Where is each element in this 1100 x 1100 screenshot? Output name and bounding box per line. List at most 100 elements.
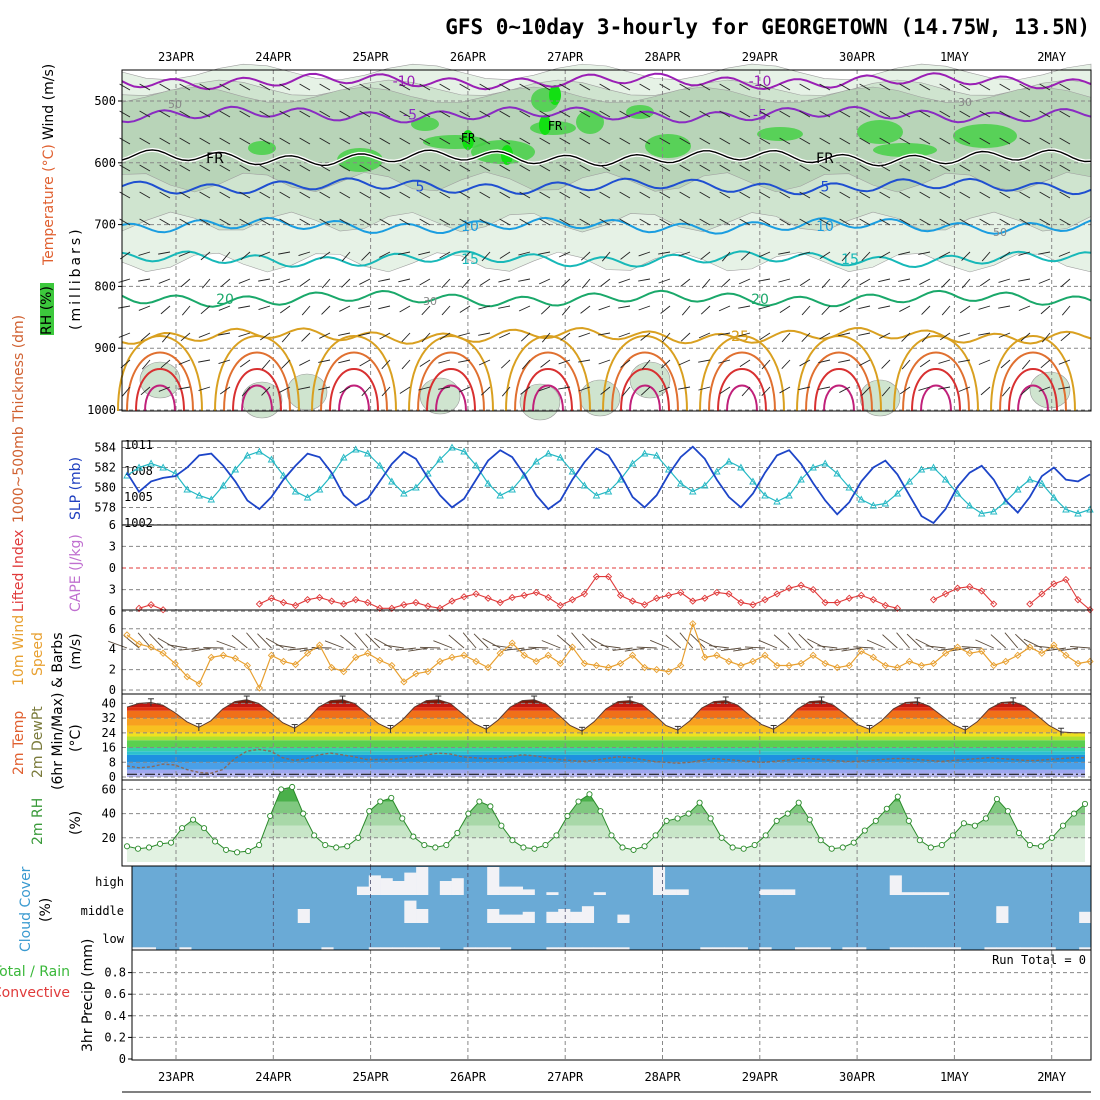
wind-barb bbox=[1019, 83, 1031, 91]
cloud-bar-low bbox=[463, 947, 476, 950]
cloud-bar-low bbox=[487, 947, 500, 950]
wind-barb bbox=[578, 386, 591, 392]
thickness-point bbox=[689, 487, 697, 495]
wind-barb bbox=[639, 218, 651, 226]
wind-barb bbox=[581, 633, 597, 649]
minmax-axis-label: (6hr Min/Max) bbox=[50, 693, 66, 790]
rh-band bbox=[127, 825, 1085, 838]
wind-barb bbox=[978, 305, 991, 310]
wind-barb bbox=[520, 332, 531, 342]
wind-barb bbox=[558, 359, 571, 365]
wind-barb bbox=[659, 83, 671, 91]
wind-barb bbox=[959, 218, 971, 226]
wind-barb bbox=[679, 83, 691, 91]
thickness-point bbox=[701, 481, 709, 489]
slp-tick-label: 1005 bbox=[124, 490, 153, 504]
thickness-point bbox=[749, 477, 757, 485]
wind-barb bbox=[559, 137, 571, 145]
rh-band bbox=[127, 837, 1085, 862]
date-label-bottom: 25APR bbox=[353, 1070, 390, 1084]
cloud-bar-middle bbox=[416, 909, 429, 923]
date-label-top: 24APR bbox=[255, 50, 292, 64]
wind-barb bbox=[899, 386, 911, 395]
wind-barb bbox=[261, 386, 271, 396]
wind-barb bbox=[619, 110, 631, 118]
wind-barb bbox=[199, 83, 211, 91]
upper-panel-labels: RH (%) Temperature (°C) Wind (m/s) (mill… bbox=[39, 64, 84, 335]
wind-speed-point bbox=[484, 663, 492, 672]
wind-barb bbox=[259, 218, 271, 226]
rh-point bbox=[366, 808, 373, 815]
wind-barb bbox=[374, 637, 393, 649]
wind-barb bbox=[819, 191, 831, 199]
wind-barb bbox=[690, 633, 706, 649]
cloud-cover-panel: high middle low bbox=[81, 865, 1092, 951]
warm-layer-contour bbox=[629, 384, 661, 412]
thickness-point bbox=[833, 469, 841, 477]
wind-barb bbox=[998, 305, 1011, 309]
rh-point bbox=[872, 817, 879, 824]
date-label-bottom: 29APR bbox=[742, 1070, 779, 1084]
wind-speed-point bbox=[472, 657, 480, 666]
wind-barb bbox=[819, 164, 831, 172]
wind-barb bbox=[219, 164, 231, 172]
rh-point bbox=[289, 783, 296, 791]
wind-barb bbox=[379, 332, 391, 340]
cloud-background bbox=[132, 866, 1091, 950]
rh2m-panel-labels: 2m RH (%) bbox=[30, 798, 84, 845]
rh-point bbox=[608, 832, 615, 839]
wind-barb bbox=[858, 305, 871, 310]
wind-barb bbox=[238, 332, 251, 337]
rh-high-patch bbox=[576, 110, 604, 134]
wind-barb bbox=[918, 386, 931, 391]
warm-layer-contour bbox=[144, 384, 176, 412]
wind-barb bbox=[798, 386, 811, 391]
thickness-point bbox=[809, 463, 817, 471]
date-label-top: 29APR bbox=[742, 50, 779, 64]
li-tick-label: 0 bbox=[109, 561, 116, 575]
wind-barb bbox=[399, 218, 411, 226]
wind-barb bbox=[700, 305, 711, 315]
wind-barb bbox=[141, 359, 151, 370]
wind-barb bbox=[1038, 278, 1051, 284]
cloud-bar-high bbox=[416, 867, 429, 895]
wind-barb bbox=[979, 137, 991, 145]
wind-barb bbox=[701, 278, 711, 289]
rh-point bbox=[1048, 834, 1056, 841]
wind-barb bbox=[521, 359, 531, 370]
thickness-point bbox=[592, 491, 601, 499]
wind-tick-label: 0 bbox=[109, 683, 116, 697]
wind-speed-point bbox=[665, 668, 673, 676]
wind-barb bbox=[418, 251, 431, 256]
thickness-tick-label: 582 bbox=[94, 461, 116, 475]
wind-barb bbox=[861, 386, 871, 396]
rh-point bbox=[443, 842, 450, 849]
wind-barb bbox=[799, 110, 811, 118]
wind-barb bbox=[259, 137, 271, 145]
rh-point bbox=[520, 844, 527, 851]
wind-barb bbox=[1019, 137, 1031, 145]
wind-barb bbox=[738, 332, 751, 337]
cloud-bar-high bbox=[901, 892, 914, 895]
temp-band bbox=[127, 754, 1085, 763]
wind-barb bbox=[739, 191, 751, 199]
warm-layer-contour bbox=[214, 335, 300, 412]
wind-barb bbox=[839, 218, 851, 226]
wind-barb bbox=[539, 137, 551, 145]
barbs-axis-label: & Barbs bbox=[50, 633, 66, 689]
thickness-point bbox=[424, 469, 432, 477]
thickness-point bbox=[243, 451, 252, 459]
wind-barb bbox=[148, 633, 164, 649]
wind-barb bbox=[759, 191, 771, 199]
cloud-bar-high bbox=[451, 878, 464, 895]
wind-barb bbox=[458, 332, 471, 337]
wind-barb bbox=[1039, 191, 1051, 199]
wind-barb bbox=[1046, 647, 1066, 652]
wind-barb bbox=[1020, 386, 1031, 396]
wind-barb bbox=[278, 251, 291, 255]
wind-speed-point bbox=[508, 639, 516, 647]
rh-contour-label: 50 bbox=[993, 226, 1007, 239]
lifted-index-point bbox=[580, 590, 589, 598]
wind-barb bbox=[624, 647, 645, 652]
